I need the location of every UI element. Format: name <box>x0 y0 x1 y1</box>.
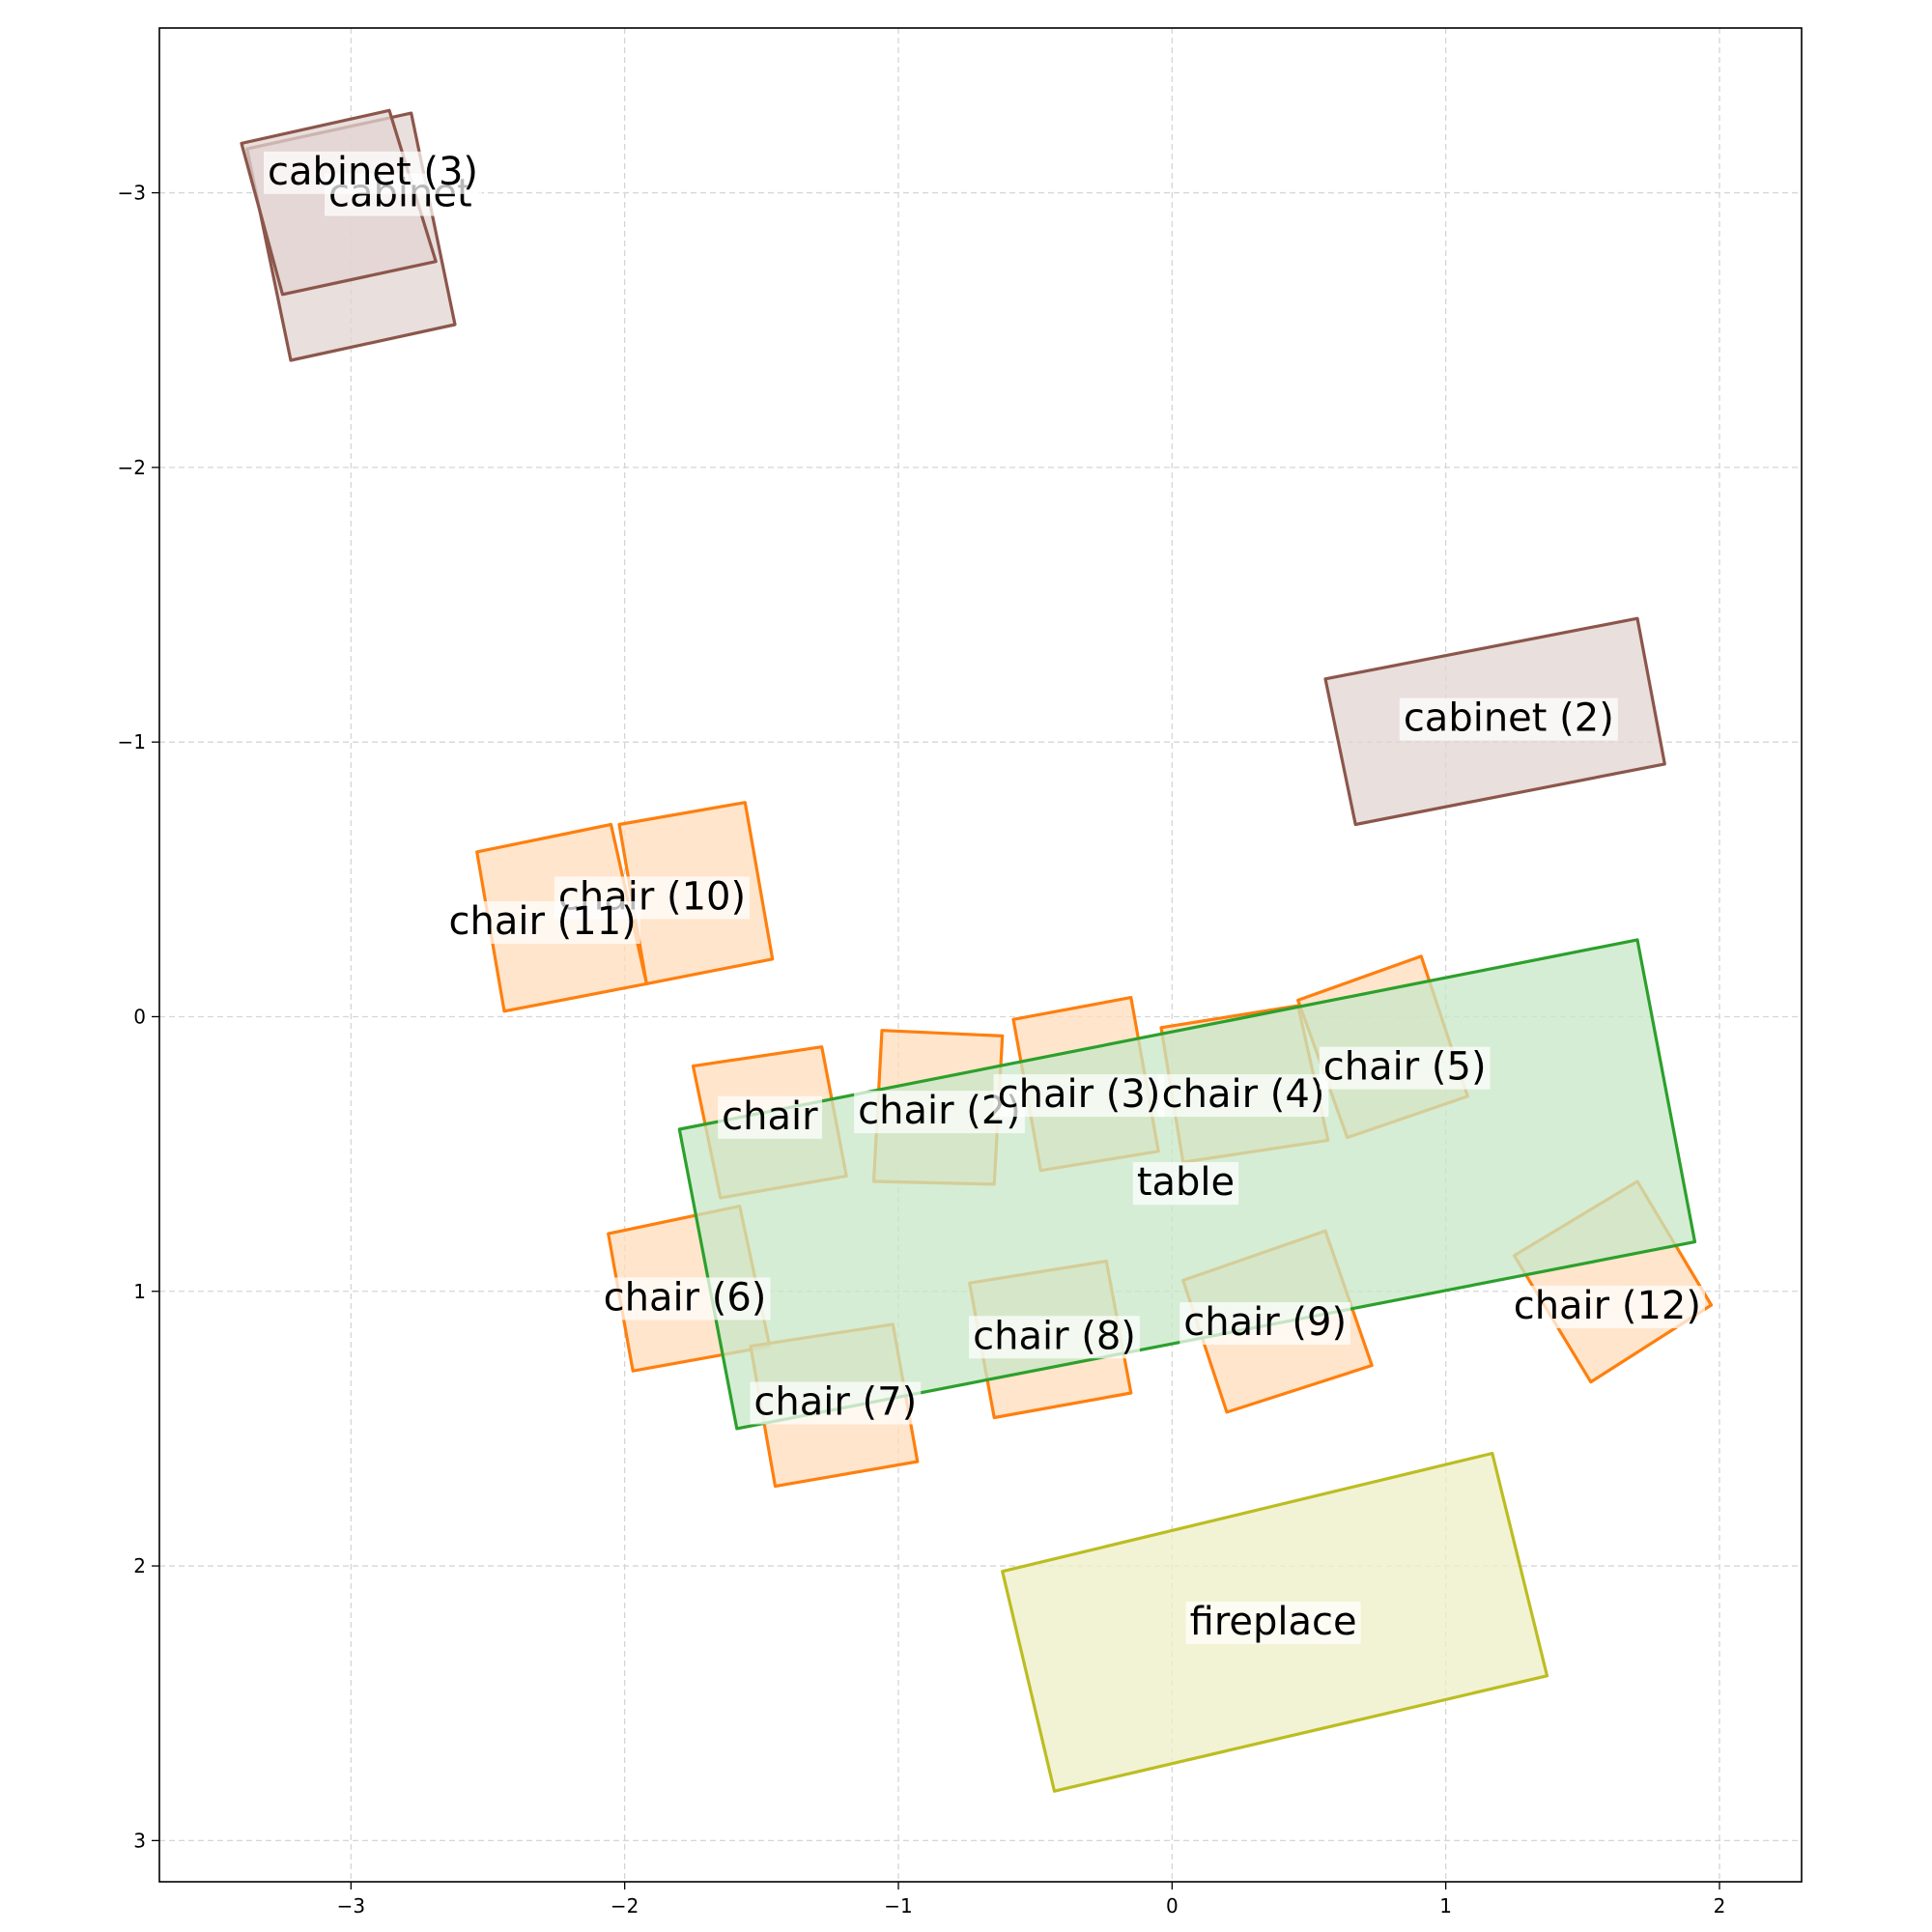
label-text: chair (8) <box>973 1314 1136 1358</box>
y-tick-label: −2 <box>118 456 146 479</box>
fireplace-label: fireplace <box>1185 1600 1361 1644</box>
cabinet-2-label: cabinet (2) <box>1399 696 1618 741</box>
axis-ticks: −3 −2 −1 0 1 2 −3 −2 −1 0 1 2 3 <box>118 182 1726 1918</box>
y-tick-label: 0 <box>133 1005 146 1028</box>
label-background <box>1179 1302 1351 1346</box>
label-background <box>1157 1074 1329 1118</box>
label-text: chair (9) <box>1183 1300 1347 1345</box>
label-background <box>1509 1285 1705 1328</box>
label-background <box>263 151 483 194</box>
x-tick-label: −1 <box>884 1894 912 1918</box>
label-text: chair (3) <box>998 1072 1161 1117</box>
cabinet-3-label: cabinet (3) <box>263 150 483 194</box>
chair-5-label: chair (5) <box>1319 1045 1491 1090</box>
x-tick-label: −3 <box>337 1894 365 1918</box>
chair-label: chair <box>718 1094 823 1139</box>
label-text: chair (12) <box>1514 1284 1701 1328</box>
label-background <box>1399 697 1618 741</box>
chair-8-label: chair (8) <box>969 1314 1140 1359</box>
label-background <box>599 1277 771 1321</box>
x-tick-label: 2 <box>1714 1894 1726 1918</box>
y-tick-label: 2 <box>133 1554 146 1577</box>
chair-9-label: chair (9) <box>1179 1300 1351 1346</box>
y-tick-label: −1 <box>118 730 146 753</box>
x-tick-label: 1 <box>1439 1894 1452 1918</box>
x-tick-label: −2 <box>611 1894 639 1918</box>
label-text: chair (11) <box>449 899 637 944</box>
label-background <box>1185 1601 1361 1644</box>
label-text: table <box>1137 1160 1235 1205</box>
chair-7-label: chair (7) <box>750 1379 922 1425</box>
label-background <box>993 1074 1165 1118</box>
label-background <box>750 1381 922 1425</box>
chair-3-label: chair (3) <box>993 1072 1165 1118</box>
plot-area-background <box>159 28 1802 1882</box>
label-text: chair (7) <box>753 1379 917 1424</box>
y-tick-label: 1 <box>133 1280 146 1303</box>
label-text: chair (5) <box>1323 1045 1487 1090</box>
object-labels: cabinetcabinet (3)cabinet (2)chair (10)c… <box>263 150 1705 1644</box>
label-text: cabinet (2) <box>1404 696 1614 741</box>
label-text: chair (4) <box>1162 1072 1325 1117</box>
chair-6-label: chair (6) <box>599 1275 771 1321</box>
y-tick-label: 3 <box>133 1829 146 1852</box>
chair-12-label: chair (12) <box>1509 1284 1705 1328</box>
label-background <box>1132 1162 1239 1206</box>
label-text: chair <box>722 1094 818 1139</box>
y-tick-label: −3 <box>118 182 146 205</box>
label-background <box>969 1316 1140 1359</box>
label-text: chair (6) <box>604 1275 767 1320</box>
label-text: fireplace <box>1190 1600 1357 1644</box>
label-background <box>1319 1046 1491 1090</box>
label-text: cabinet (3) <box>268 150 478 194</box>
x-tick-label: 0 <box>1166 1894 1179 1918</box>
label-background <box>718 1095 823 1139</box>
plot-frame <box>158 27 1803 1883</box>
chair-4-label: chair (4) <box>1157 1072 1329 1118</box>
chair-11-label: chair (11) <box>444 899 640 944</box>
label-background <box>444 900 640 944</box>
table-label: table <box>1132 1160 1239 1206</box>
